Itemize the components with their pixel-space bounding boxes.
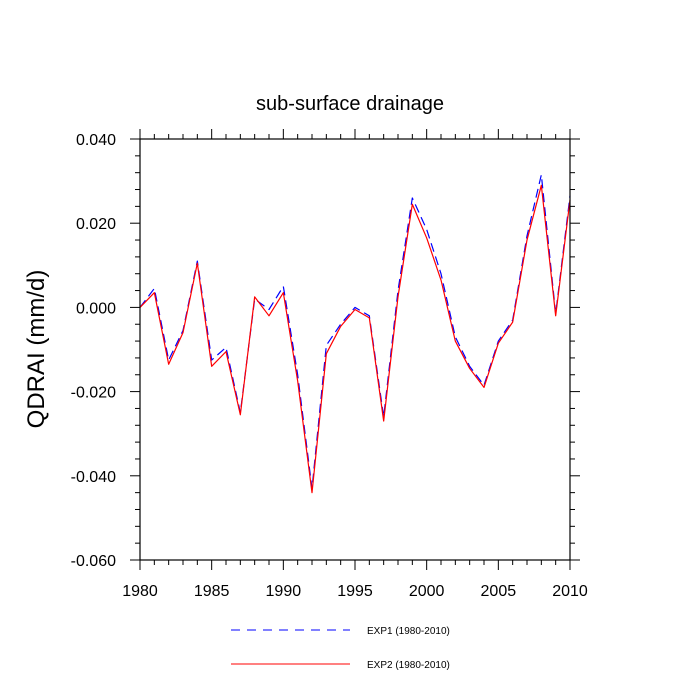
axis-ticks <box>130 129 580 570</box>
x-tick-label: 2005 <box>481 583 517 600</box>
y-tick-label: 0.040 <box>76 132 116 149</box>
series-line-2 <box>139 184 571 494</box>
plot-frame <box>139 138 571 561</box>
y-axis-label: QDRAI (mm/d) <box>23 270 50 429</box>
series-line-1 <box>139 174 571 490</box>
y-tick-labels: -0.060 -0.040 -0.020 0.000 0.020 0.040 <box>71 132 116 570</box>
y-tick-label: -0.040 <box>71 469 116 486</box>
legend-label-1: EXP1 (1980-2010) <box>367 626 450 637</box>
y-tick-label: 0.020 <box>76 216 116 233</box>
x-tick-label: 1980 <box>122 583 158 600</box>
series-lines <box>139 174 571 494</box>
y-tick-label: -0.060 <box>71 553 116 570</box>
x-tick-label: 1985 <box>194 583 230 600</box>
x-tick-label: 2000 <box>409 583 445 600</box>
legend: EXP1 (1980-2010) EXP2 (1980-2010) <box>231 626 450 671</box>
chart-title: sub-surface drainage <box>256 93 444 115</box>
y-tick-label: 0.000 <box>76 300 116 317</box>
y-tick-label: -0.020 <box>71 385 116 402</box>
x-tick-label: 2010 <box>552 583 588 600</box>
legend-label-2: EXP2 (1980-2010) <box>367 660 450 671</box>
x-tick-labels: 1980 1985 1990 1995 2000 2005 2010 <box>122 583 588 600</box>
x-tick-label: 1990 <box>266 583 302 600</box>
x-tick-label: 1995 <box>337 583 373 600</box>
